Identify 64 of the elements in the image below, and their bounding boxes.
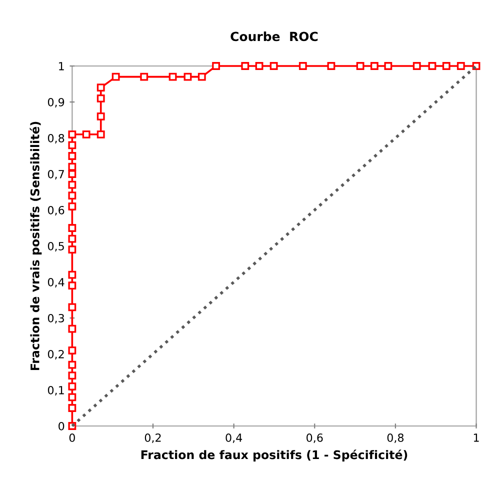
y-tick-label: 0,1 xyxy=(48,386,64,396)
point xyxy=(384,62,392,70)
point xyxy=(168,72,177,81)
x-tick-label: 0,2 xyxy=(144,433,161,444)
point xyxy=(68,393,76,402)
point xyxy=(68,270,76,279)
point xyxy=(198,72,206,81)
point xyxy=(96,94,105,102)
chart-title: Courbe ROC xyxy=(230,32,318,42)
point xyxy=(140,72,148,81)
y-tick-label: 0,5 xyxy=(48,242,64,252)
point xyxy=(68,162,76,171)
point xyxy=(68,152,76,160)
point xyxy=(270,62,278,70)
point xyxy=(68,224,76,232)
point xyxy=(68,141,76,150)
point xyxy=(327,62,336,70)
point xyxy=(68,282,76,290)
point xyxy=(356,62,364,70)
point xyxy=(428,62,436,70)
x-tick-label: 1 xyxy=(474,434,479,442)
point xyxy=(68,170,76,178)
x-tick-label: 0 xyxy=(69,433,75,442)
point xyxy=(68,246,76,254)
point xyxy=(68,346,76,354)
y-tick-label: 0,3 xyxy=(48,314,64,324)
point xyxy=(442,62,450,70)
y-tick-label: 0,4 xyxy=(48,278,64,288)
y-tick-label: 0,9 xyxy=(48,98,64,108)
point xyxy=(412,62,421,70)
point xyxy=(241,62,250,70)
point xyxy=(212,62,220,70)
y-tick-label: 0,6 xyxy=(48,206,64,216)
point xyxy=(456,62,465,70)
point xyxy=(68,404,76,412)
point xyxy=(68,324,76,333)
point xyxy=(68,130,76,138)
point xyxy=(68,382,76,390)
point xyxy=(82,130,90,138)
y-tick-label: 0,2 xyxy=(48,350,64,360)
point xyxy=(184,72,192,81)
x-tick-label: 0,8 xyxy=(387,433,404,444)
point xyxy=(96,112,105,120)
y-axis-title: Fraction de vrais positifs (Sensibilité) xyxy=(30,122,42,370)
point xyxy=(68,192,76,200)
point xyxy=(255,62,264,70)
y-tick-label: 1 xyxy=(59,62,64,70)
y-tick-label: 0,7 xyxy=(48,170,64,180)
x-tick-label: 0,4 xyxy=(226,433,242,444)
point xyxy=(370,62,378,70)
point xyxy=(68,180,76,189)
y-tick-label: 0 xyxy=(58,422,64,430)
point xyxy=(96,84,105,92)
point xyxy=(68,360,76,369)
point xyxy=(68,202,76,210)
x-tick-label: 0,6 xyxy=(306,433,323,444)
point xyxy=(68,303,76,312)
y-tick-label: 0,8 xyxy=(48,134,64,144)
point xyxy=(96,130,105,138)
point xyxy=(68,234,76,243)
x-axis-title: Fraction de faux positifs (1 - Spécificité) xyxy=(141,450,408,462)
point xyxy=(298,62,307,70)
point xyxy=(68,372,76,380)
point xyxy=(112,72,120,81)
